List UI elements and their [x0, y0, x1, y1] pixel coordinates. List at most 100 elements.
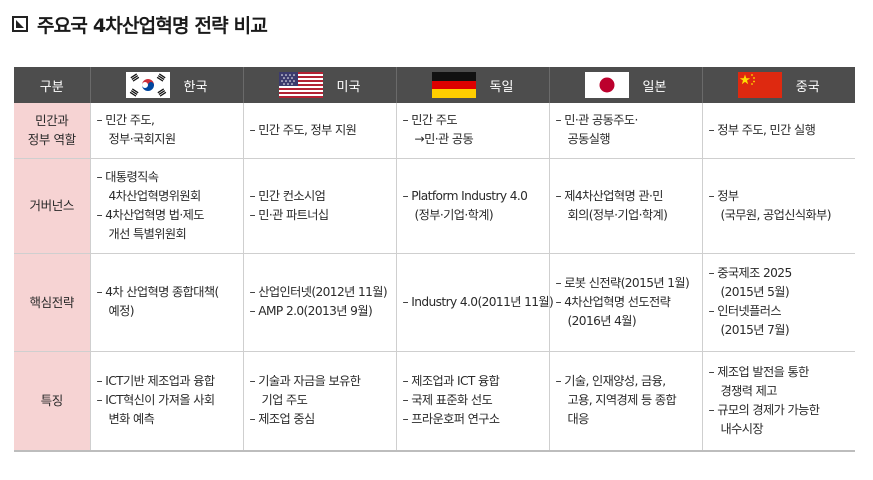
- cell-japan: – 민·관 공동주도· 공동실행: [548, 103, 702, 159]
- cell-germany: – Industry 4.0(2011년 11월): [395, 253, 554, 352]
- cell-line: – 4차산업혁명 법·제도: [96, 207, 205, 222]
- cell-line: (2016년 4월): [567, 313, 637, 328]
- header-korea: 한국: [89, 67, 243, 103]
- cell-line: – 민간 주도,: [96, 113, 155, 128]
- cell-line: (정부·기업·학계): [414, 207, 494, 222]
- cell-line: – 민간 컨소시엄: [249, 188, 326, 203]
- cell-line: 고용, 지역경제 등 종합: [567, 393, 677, 408]
- table-row: 핵심전략 – 4차 산업혁명 종합대책( 예정) – 산업인터넷(2012년 11월)…: [14, 253, 855, 352]
- row-label-line: 핵심전략: [29, 294, 75, 310]
- row-label-line: 거버넌스: [29, 198, 75, 213]
- header-china: 중국: [701, 67, 855, 103]
- table-header-row: 구분: [14, 67, 855, 103]
- cell-germany: – 제조업과 ICT 융합 – 국제 표준화 선도 – 프라운호퍼 연구소: [395, 351, 549, 452]
- cell-line: 경쟁력 제고: [720, 383, 778, 398]
- cell-line: – 기술과 자금을 보유한: [249, 374, 361, 389]
- title-square-icon: [12, 16, 28, 32]
- cell-korea: – 4차 산업혁명 종합대책( 예정): [89, 253, 243, 352]
- row-label: 핵심전략: [14, 253, 90, 352]
- cell-line: 개선 특별위원회: [108, 226, 187, 241]
- cell-line: 4차산업혁명위원회: [108, 188, 202, 203]
- row-label: 거버넌스: [14, 158, 90, 254]
- cell-line: – 인터넷플러스: [708, 304, 782, 318]
- cell-line: – 제조업 중심: [249, 412, 316, 427]
- cell-line: – Platform Industry 4.0: [402, 188, 528, 203]
- page-title: 주요국 4차산업혁명 전략 비교: [37, 14, 268, 37]
- row-label-line: 정부 역할: [27, 132, 76, 148]
- country-name-china: 중국: [795, 79, 820, 95]
- header-usa: 미국: [242, 67, 396, 103]
- cell-line: – 정부 주도, 민간 실행: [708, 122, 816, 137]
- cell-line: – 규모의 경제가 가능한: [708, 402, 820, 417]
- cell-line: – 민간 주도, 정부 지원: [249, 122, 357, 137]
- cell-line: – 대통령직속: [96, 169, 159, 184]
- cell-usa: – 산업인터넷(2012년 11월) – AMP 2.0(2013년 9월): [242, 253, 396, 352]
- cell-line: 예정): [108, 304, 135, 318]
- cell-korea: – 민간 주도, 정부·국회지원: [89, 103, 243, 159]
- cell-line: – 로봇 신전략(2015년 1월): [555, 275, 690, 290]
- table-row: 특징 – ICT기반 제조업과 융합 – ICT혁신이 가져올 사회 변화 예측 – 기…: [14, 351, 855, 452]
- cell-line: – ICT혁신이 가져올 사회: [96, 393, 216, 408]
- cell-line: 대응: [567, 412, 590, 427]
- country-name-germany: 독일: [489, 79, 514, 95]
- country-name-japan: 일본: [642, 79, 667, 95]
- japan-flag-icon: [584, 72, 629, 98]
- corner-header: 구분: [14, 67, 90, 103]
- header-japan: 일본: [548, 67, 702, 103]
- china-flag-icon: [737, 72, 782, 98]
- cell-line: 공동실행: [567, 132, 611, 147]
- cell-line: – 4차산업혁명 선도전략: [555, 294, 671, 309]
- comparison-table: 구분: [14, 67, 855, 452]
- row-label-line: 특징: [40, 393, 64, 409]
- korea-flag-icon: [125, 72, 170, 98]
- cell-line: (2015년 5월): [720, 285, 790, 299]
- cell-china: – 정부 주도, 민간 실행: [701, 103, 855, 159]
- cell-line: 내수시장: [720, 421, 764, 436]
- cell-line: 정부·국회지원: [108, 132, 177, 147]
- cell-line: – 제조업 발전을 통한: [708, 364, 810, 379]
- cell-china: – 정부 (국무원, 공업신식화부): [701, 158, 855, 254]
- country-name-korea: 한국: [183, 79, 208, 95]
- cell-line: – 4차 산업혁명 종합대책(: [96, 285, 220, 299]
- cell-line: – Industry 4.0(2011년 11월): [402, 294, 554, 309]
- cell-japan: – 로봇 신전략(2015년 1월) – 4차산업혁명 선도전략 (2016년 4월…: [548, 253, 702, 352]
- cell-line: 기업 주도: [261, 393, 308, 408]
- germany-flag-icon: [431, 72, 476, 98]
- cell-line: – 국제 표준화 선도: [402, 393, 493, 408]
- cell-usa: – 민간 주도, 정부 지원: [242, 103, 396, 159]
- cell-line: – 기술, 인재양성, 금융,: [555, 374, 667, 389]
- cell-line: – AMP 2.0(2013년 9월): [249, 304, 373, 318]
- cell-line: – 민·관 파트너십: [249, 207, 330, 222]
- cell-germany: – Platform Industry 4.0 (정부·기업·학계): [395, 158, 549, 254]
- cell-germany: – 민간 주도 →민·관 공동: [395, 103, 549, 159]
- row-label: 특징: [14, 351, 90, 452]
- cell-line: – 제4차산업혁명 관·민: [555, 188, 664, 203]
- cell-line: – 정부: [708, 188, 740, 203]
- cell-line: – 민·관 공동주도·: [555, 113, 639, 128]
- cell-line: (국무원, 공업신식화부): [720, 207, 832, 222]
- country-name-usa: 미국: [336, 79, 361, 95]
- cell-korea: – ICT기반 제조업과 융합 – ICT혁신이 가져올 사회 변화 예측: [89, 351, 243, 452]
- cell-line: →민·관 공동: [414, 132, 474, 147]
- cell-line: – 중국제조 2025: [708, 266, 793, 280]
- cell-usa: – 민간 컨소시엄 – 민·관 파트너십: [242, 158, 396, 254]
- usa-flag-icon: [278, 72, 323, 98]
- cell-line: – 산업인터넷(2012년 11월): [249, 285, 388, 299]
- header-germany: 독일: [395, 67, 549, 103]
- cell-line: (2015년 7월): [720, 323, 790, 337]
- cell-line: – ICT기반 제조업과 융합: [96, 374, 216, 389]
- cell-line: – 제조업과 ICT 융합: [402, 374, 500, 389]
- page-title-bar: 주요국 4차산업혁명 전략 비교: [12, 11, 268, 37]
- cell-line: – 프라운호퍼 연구소: [402, 412, 501, 427]
- cell-line: 회의(정부·기업·학계): [567, 207, 668, 222]
- cell-china: – 중국제조 2025 (2015년 5월) – 인터넷플러스 (2015년 7월): [701, 253, 855, 352]
- row-label-line: 민간과: [35, 113, 69, 129]
